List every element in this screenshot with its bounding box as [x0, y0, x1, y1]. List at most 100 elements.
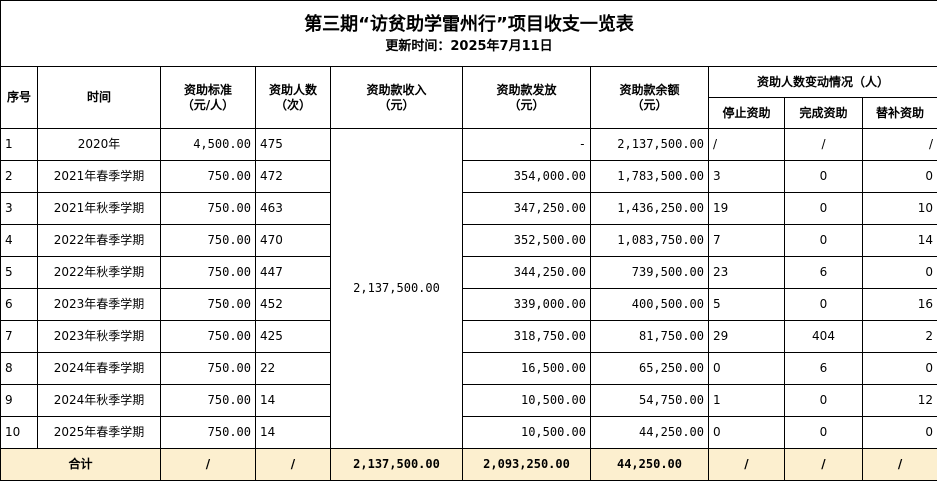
title-cell: 第三期“访贫助学雷州行”项目收支一览表 更新时间：2025年7月11日 [0, 0, 937, 67]
cell-standard: 750.00 [160, 384, 256, 417]
cell-disbursed: 344,250.00 [462, 256, 591, 289]
cell-complete: 0 [784, 288, 863, 321]
total-complete: / [784, 448, 863, 481]
header-count-line1: 资助人数 [268, 83, 317, 98]
header-balance-line2: （元） [631, 97, 668, 112]
header-seq: 序号 [0, 66, 38, 129]
cell-supplement: 10 [861, 192, 937, 225]
cell-disbursed: 318,750.00 [462, 320, 591, 353]
table-row: 2 2021年春季学期 750.00 472 354,000.00 1,783,500.0… [0, 160, 937, 193]
cell-complete: 0 [784, 384, 863, 417]
total-balance: 44,250.00 [590, 448, 709, 481]
cell-complete: / [784, 128, 863, 161]
table-row: 6 2023年春季学期 750.00 452 339,000.00 400,500.00 5… [0, 288, 937, 321]
cell-stop: 5 [708, 288, 785, 321]
cell-standard: 750.00 [160, 288, 256, 321]
header-income-line1: 资助款收入 [366, 83, 427, 98]
cell-standard: 750.00 [160, 192, 256, 225]
cell-stop: 19 [708, 192, 785, 225]
cell-stop: 0 [708, 352, 785, 385]
cell-stop: 0 [708, 416, 785, 449]
total-income: 2,137,500.00 [330, 448, 463, 481]
cell-standard: 750.00 [160, 160, 256, 193]
cell-seq: 1 [0, 128, 38, 161]
cell-time: 2020年 [37, 128, 161, 161]
cell-seq: 6 [0, 288, 38, 321]
cell-count: 463 [255, 192, 331, 225]
cell-standard: 750.00 [160, 352, 256, 385]
cell-disbursed: 354,000.00 [462, 160, 591, 193]
table-row: 8 2024年春季学期 750.00 22 16,500.00 65,250.00 0 6 0 [0, 352, 937, 385]
cell-complete: 0 [784, 224, 863, 257]
header-income-line2: （元） [378, 97, 415, 112]
header-standard-line1: 资助标准 [183, 83, 232, 98]
header-complete: 完成资助 [784, 97, 863, 129]
total-count: / [255, 448, 331, 481]
cell-count: 22 [255, 352, 331, 385]
table-row: 1 2020年 4,500.00 475 2,137,500.00-2,137,500.… [0, 128, 937, 449]
cell-count: 475 [255, 128, 331, 161]
cell-balance: 54,750.00 [590, 384, 709, 417]
cell-disbursed: 10,500.00 [462, 416, 591, 449]
cell-count: 452 [255, 288, 331, 321]
cell-supplement: 14 [861, 224, 937, 257]
cell-disbursed: 352,500.00 [462, 224, 591, 257]
table-row: 3 2021年秋季学期 750.00 463 347,250.00 1,436,250.0… [0, 192, 937, 225]
cell-time: 2023年春季学期 [37, 288, 161, 321]
header-disbursed-line2: （元） [508, 97, 545, 112]
table-row: 7 2023年秋季学期 750.00 425 318,750.00 81,750.00 29… [0, 320, 937, 353]
header-count: 资助人数 （次） [255, 66, 331, 129]
cell-count: 14 [255, 416, 331, 449]
cell-balance: 65,250.00 [590, 352, 709, 385]
total-row: 合计 //2,137,500.00 2,093,250.00 44,250.00// / [0, 448, 937, 481]
header-time: 时间 [37, 66, 161, 129]
total-standard: / [160, 448, 256, 481]
cell-stop: 1 [708, 384, 785, 417]
cell-complete: 0 [784, 192, 863, 225]
cell-balance: 739,500.00 [590, 256, 709, 289]
cell-balance: 1,083,750.00 [590, 224, 709, 257]
header-count-line2: （次） [274, 97, 311, 112]
cell-standard: 750.00 [160, 256, 256, 289]
total-disbursed: 2,093,250.00 [462, 448, 591, 481]
cell-balance: 44,250.00 [590, 416, 709, 449]
total-label: 合计 [0, 448, 161, 481]
cell-income-merged: 2,137,500.00 [330, 128, 463, 449]
cell-count: 425 [255, 320, 331, 353]
table-row: 9 2024年秋季学期 750.00 14 10,500.00 54,750.00 1 0 12 [0, 384, 937, 417]
cell-time: 2021年秋季学期 [37, 192, 161, 225]
cell-standard: 750.00 [160, 320, 256, 353]
cell-time: 2025年春季学期 [37, 416, 161, 449]
cell-stop: 3 [708, 160, 785, 193]
cell-disbursed: 16,500.00 [462, 352, 591, 385]
cell-standard: 750.00 [160, 224, 256, 257]
cell-count: 470 [255, 224, 331, 257]
cell-supplement: 0 [861, 160, 937, 193]
cell-time: 2023年秋季学期 [37, 320, 161, 353]
header-disbursed-line1: 资助款发放 [496, 83, 557, 98]
cell-balance: 81,750.00 [590, 320, 709, 353]
cell-supplement: / [861, 128, 937, 161]
cell-time: 2022年春季学期 [37, 224, 161, 257]
cell-disbursed: 339,000.00 [462, 288, 591, 321]
cell-complete: 0 [784, 416, 863, 449]
header-change-group: 资助人数变动情况（人） [707, 66, 937, 98]
cell-complete: 0 [784, 160, 863, 193]
total-stop: / [708, 448, 785, 481]
header-standard: 资助标准 （元/人） [160, 66, 256, 129]
cell-supplement: 12 [861, 384, 937, 417]
cell-disbursed: 347,250.00 [462, 192, 591, 225]
cell-supplement: 0 [861, 352, 937, 385]
cell-count: 447 [255, 256, 331, 289]
cell-complete: 6 [784, 352, 863, 385]
cell-balance: 2,137,500.00 [590, 128, 709, 161]
header-disbursed: 资助款发放 （元） [462, 66, 591, 129]
cell-time: 2022年秋季学期 [37, 256, 161, 289]
cell-balance: 400,500.00 [590, 288, 709, 321]
table-row: 4 2022年春季学期 750.00 470 352,500.00 1,083,750.0… [0, 224, 937, 257]
cell-time: 2024年春季学期 [37, 352, 161, 385]
header-standard-line2: （元/人） [181, 97, 235, 112]
cell-supplement: 2 [861, 320, 937, 353]
page-title: 第三期“访贫助学雷州行”项目收支一览表 [304, 13, 634, 35]
cell-disbursed: - [462, 128, 591, 161]
